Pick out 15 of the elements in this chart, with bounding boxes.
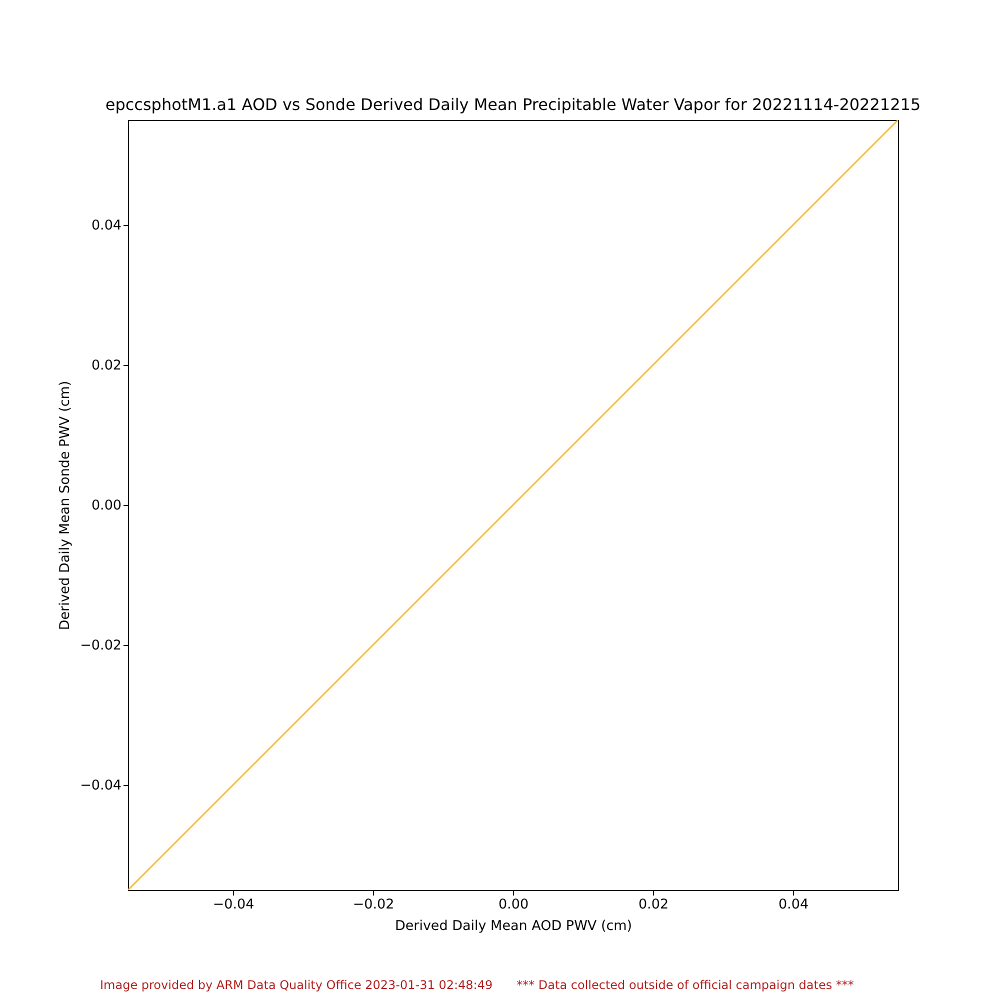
y-tick-label: 0.00: [91, 498, 122, 514]
x-tick-label: −0.04: [212, 896, 254, 912]
x-tick-label: 0.02: [638, 896, 669, 912]
y-tick-label: 0.04: [91, 218, 122, 234]
y-tick-label: −0.04: [80, 778, 122, 794]
y-axis-title: Derived Daily Mean Sonde PWV (cm): [57, 380, 74, 630]
text: Image provided by ARM Data Quality Office 2023-01-31 02:48:49: [100, 978, 493, 992]
x-tick-label: 0.04: [778, 896, 809, 912]
chart-title: epccsphotM1.a1 AOD vs Sonde Derived Daily Mean Precipitable Water Vapor for 20221114-20221215: [105, 95, 921, 114]
y-tick-label: −0.02: [80, 638, 122, 654]
y-tick-label: 0.02: [91, 358, 122, 374]
x-tick-label: −0.02: [352, 896, 394, 912]
x-axis-title: Derived Daily Mean AOD PWV (cm): [394, 918, 632, 934]
text: *** Data collected outside of official campaign dates ***: [516, 978, 854, 992]
x-tick-label: 0.00: [498, 896, 529, 912]
